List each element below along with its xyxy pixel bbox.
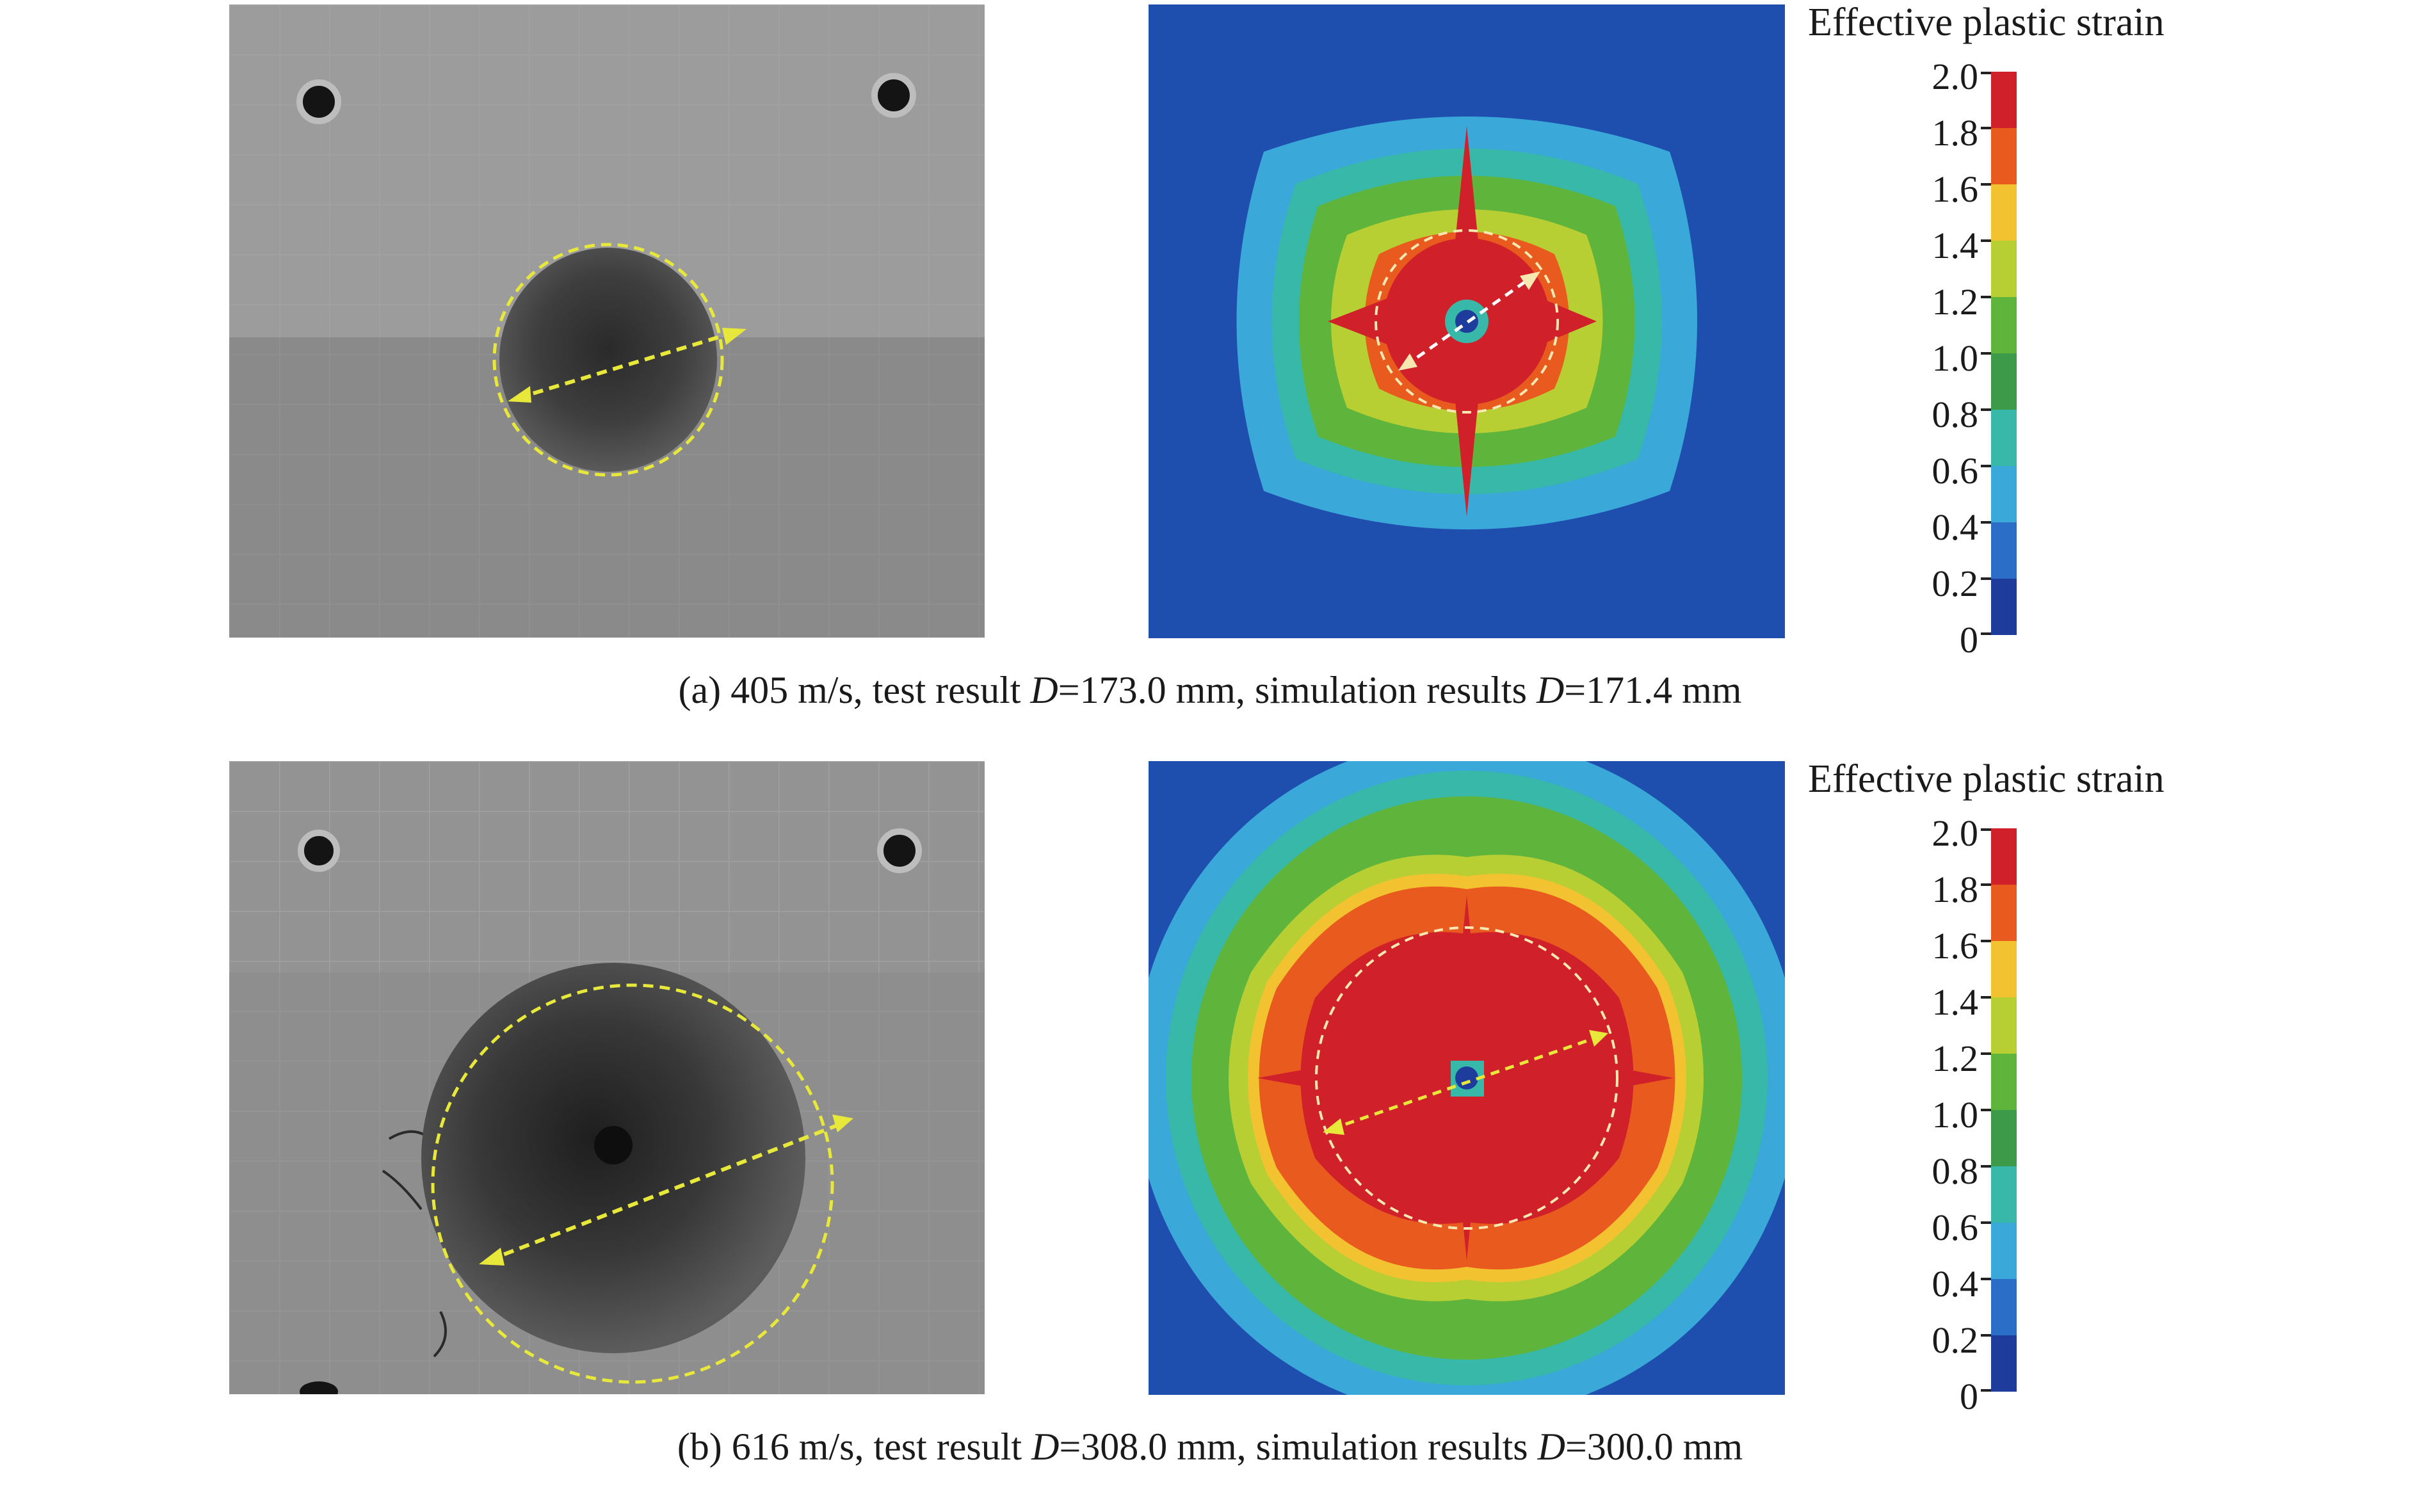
diameter-arrow	[1403, 275, 1534, 368]
tick-label: 1.0	[1932, 1094, 1979, 1136]
caption-variable: D	[1030, 669, 1058, 711]
measure-circle	[1375, 229, 1559, 414]
tick-label: 1.2	[1932, 281, 1979, 323]
caption-text: (a) 405 m/s, test result	[678, 669, 1031, 711]
caption-text: =300.0 mm	[1565, 1426, 1743, 1468]
caption-text: =308.0 mm, simulation results	[1059, 1426, 1538, 1468]
arrow-head-icon	[1520, 271, 1540, 290]
figure-caption-b: (b) 616 m/s, test result D=308.0 mm, sim…	[0, 1425, 2420, 1469]
bolt-hole-icon	[871, 73, 916, 118]
arrow-head-icon	[832, 1114, 853, 1132]
caption-variable: D	[1537, 1426, 1565, 1468]
simulation-contour-b	[1149, 761, 1785, 1395]
tick-label: 1.0	[1932, 337, 1979, 379]
legend-title: Effective plastic strain	[1808, 757, 2165, 801]
caption-variable: D	[1536, 669, 1565, 711]
diameter-arrow	[1330, 1034, 1601, 1131]
crater	[499, 248, 717, 472]
diameter-arrow	[517, 330, 736, 400]
tick-label: 0	[1960, 1376, 1978, 1417]
bolt-hole-icon	[877, 828, 922, 873]
caption-text: =171.4 mm	[1564, 669, 1742, 711]
arrow-head-icon	[722, 328, 746, 345]
tick-label: 0.6	[1932, 1207, 1979, 1248]
figure-caption-a: (a) 405 m/s, test result D=173.0 mm, sim…	[0, 668, 2420, 712]
arrow-head-icon	[508, 386, 531, 403]
tick-label: 1.8	[1932, 112, 1979, 154]
panel-a: Effective plastic strain 2.0 1.8 1.6 1.4…	[0, 0, 2420, 755]
tick-label: 0.2	[1932, 563, 1979, 604]
tick-label: 0.8	[1932, 1150, 1979, 1192]
bolt-hole-icon	[296, 79, 341, 124]
measure-circle	[431, 983, 834, 1384]
tick-label: 0.8	[1932, 394, 1979, 435]
tick-label: 1.2	[1932, 1038, 1979, 1079]
arrow-head-icon	[479, 1248, 504, 1266]
colorbar-ticks	[1981, 72, 1991, 635]
tick-label: 1.4	[1932, 225, 1979, 266]
tick-label: 1.8	[1932, 869, 1979, 910]
tick-label: 0.4	[1932, 506, 1979, 548]
caption-text: =173.0 mm, simulation results	[1058, 669, 1537, 711]
tick-label: 0	[1960, 619, 1978, 661]
test-photo-a	[229, 4, 985, 638]
tick-label: 0.2	[1932, 1319, 1979, 1361]
test-photo-b	[229, 761, 985, 1394]
colorbar	[1991, 828, 2017, 1392]
panel-b: Effective plastic strain 2.0 1.8 1.6 1.4…	[0, 757, 2420, 1512]
tick-label: 1.6	[1932, 925, 1979, 967]
tick-label: 2.0	[1932, 812, 1979, 854]
tick-label: 1.4	[1932, 981, 1979, 1023]
arrow-head-icon	[1398, 353, 1417, 371]
legend-title: Effective plastic strain	[1808, 1, 2165, 44]
arrow-head-icon	[1323, 1118, 1344, 1135]
tick-label: 1.6	[1932, 168, 1979, 210]
tick-label: 2.0	[1932, 56, 1979, 97]
tick-label: 0.6	[1932, 450, 1979, 492]
measure-circle	[1315, 926, 1618, 1230]
tick-label: 0.4	[1932, 1263, 1979, 1305]
caption-text: (b) 616 m/s, test result	[677, 1426, 1032, 1468]
arrow-head-icon	[1589, 1030, 1608, 1047]
bolt-hole-icon	[298, 830, 340, 872]
measure-circle	[492, 243, 724, 477]
diameter-arrow	[487, 1121, 845, 1262]
colorbar	[1991, 72, 2017, 635]
colorbar-ticks	[1981, 828, 1991, 1392]
simulation-contour-a	[1149, 4, 1785, 638]
caption-variable: D	[1031, 1426, 1060, 1468]
